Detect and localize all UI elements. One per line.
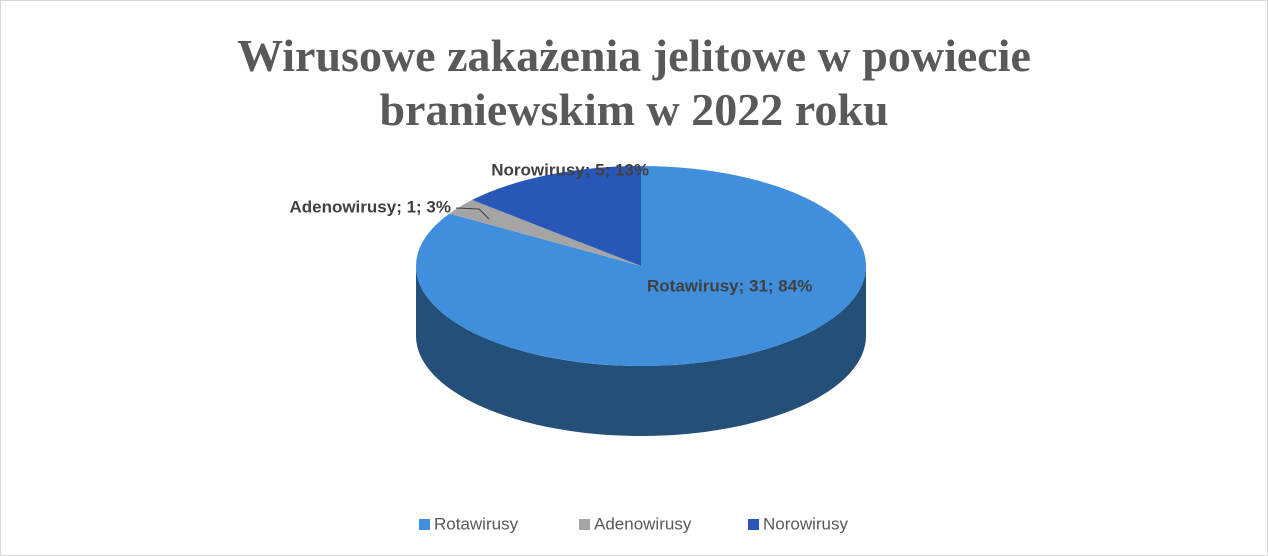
data-label: Rotawirusy; 31; 84% xyxy=(647,276,812,295)
data-label: Adenowirusy; 1; 3% xyxy=(289,197,451,216)
data-label: Norowirusy; 5; 13% xyxy=(491,160,649,179)
legend-label: Norowirusy xyxy=(763,514,849,533)
slice-side xyxy=(416,266,866,436)
legend-swatch xyxy=(579,519,590,530)
chart-title: Wirusowe zakażenia jelitowe w powiecie b… xyxy=(237,30,1031,135)
leader-line xyxy=(455,207,490,220)
slice xyxy=(472,166,641,266)
legend-swatch xyxy=(748,519,759,530)
legend-label: Rotawirusy xyxy=(434,514,519,533)
legend-swatch xyxy=(419,519,430,530)
slice xyxy=(449,199,641,266)
legend-label: Adenowirusy xyxy=(594,514,692,533)
